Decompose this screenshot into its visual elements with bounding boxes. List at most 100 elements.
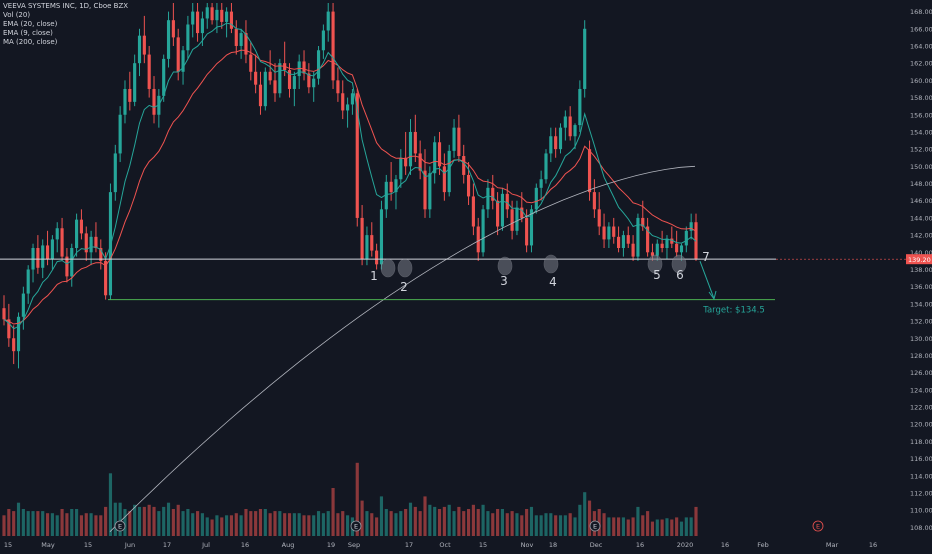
candle-body[interactable]	[215, 9, 219, 21]
candle-body[interactable]	[428, 173, 432, 210]
candle-body[interactable]	[375, 250, 379, 265]
candle-body[interactable]	[331, 11, 335, 81]
legend-ema20[interactable]: EMA (20, close)	[3, 20, 58, 28]
candle-body[interactable]	[45, 245, 50, 260]
candle-body[interactable]	[554, 136, 558, 150]
candle-body[interactable]	[278, 63, 282, 94]
candle-body[interactable]	[26, 269, 30, 294]
candle-body[interactable]	[442, 166, 446, 193]
candle-body[interactable]	[292, 76, 296, 89]
candle-body[interactable]	[162, 58, 166, 96]
candle-body[interactable]	[254, 71, 258, 85]
candle-body[interactable]	[670, 238, 674, 244]
candle-body[interactable]	[646, 226, 650, 253]
candle-body[interactable]	[113, 153, 117, 193]
candle-body[interactable]	[515, 207, 519, 231]
candle-body[interactable]	[694, 222, 698, 260]
earnings-icon[interactable]	[589, 520, 601, 532]
candle-body[interactable]	[684, 230, 688, 246]
candle-body[interactable]	[612, 226, 616, 237]
candle-body[interactable]	[370, 235, 374, 251]
candle-body[interactable]	[389, 181, 393, 193]
candle-body[interactable]	[626, 235, 630, 244]
candle-body[interactable]	[2, 308, 6, 320]
candle-body[interactable]	[631, 243, 635, 257]
candle-body[interactable]	[641, 217, 645, 227]
legend-vol[interactable]: Vol (20)	[3, 11, 31, 19]
candle-body[interactable]	[505, 193, 509, 210]
candle-body[interactable]	[423, 170, 427, 210]
candle-body[interactable]	[220, 9, 224, 22]
candle-body[interactable]	[137, 35, 142, 64]
candle-body[interactable]	[587, 149, 592, 193]
candle-body[interactable]	[234, 28, 238, 46]
candle-body[interactable]	[108, 192, 113, 296]
candle-body[interactable]	[466, 174, 471, 197]
candle-body[interactable]	[133, 63, 137, 102]
candle-body[interactable]	[529, 209, 534, 246]
candle-body[interactable]	[142, 35, 146, 55]
candle-body[interactable]	[307, 73, 311, 88]
candle-body[interactable]	[287, 70, 292, 89]
candle-body[interactable]	[496, 200, 500, 227]
candle-body[interactable]	[665, 238, 669, 249]
candle-body[interactable]	[491, 187, 495, 201]
candle-body[interactable]	[341, 93, 345, 111]
candle-body[interactable]	[607, 226, 611, 240]
candle-body[interactable]	[195, 11, 200, 34]
candle-body[interactable]	[171, 20, 175, 38]
candle-body[interactable]	[462, 156, 466, 175]
candle-body[interactable]	[471, 196, 475, 227]
candle-body[interactable]	[229, 11, 234, 29]
candle-body[interactable]	[413, 131, 417, 154]
candle-body[interactable]	[365, 235, 369, 260]
candle-body[interactable]	[418, 153, 422, 171]
candle-body[interactable]	[75, 219, 79, 249]
candle-body[interactable]	[7, 319, 11, 339]
candle-body[interactable]	[104, 260, 108, 296]
candle-body[interactable]	[263, 71, 267, 107]
candle-body[interactable]	[675, 243, 679, 253]
candle-body[interactable]	[481, 209, 485, 253]
legend-ma200[interactable]: MA (200, close)	[3, 38, 58, 46]
candle-body[interactable]	[302, 61, 306, 74]
candle-body[interactable]	[476, 226, 480, 253]
candle-body[interactable]	[16, 316, 21, 352]
candle-body[interactable]	[181, 50, 185, 72]
candle-body[interactable]	[602, 226, 606, 240]
candle-body[interactable]	[660, 243, 664, 249]
candle-body[interactable]	[312, 78, 316, 88]
candle-body[interactable]	[568, 116, 572, 137]
legend-symbol[interactable]: VEEVA SYSTEMS INC, 1D, Cboe BZX	[3, 2, 129, 10]
candle-body[interactable]	[326, 11, 330, 31]
candle-body[interactable]	[36, 248, 40, 268]
earnings-icon[interactable]	[812, 520, 824, 532]
candle-body[interactable]	[689, 222, 693, 231]
candle-body[interactable]	[404, 157, 408, 167]
candle-body[interactable]	[12, 338, 16, 352]
candle-body[interactable]	[544, 153, 548, 180]
earnings-icon[interactable]	[114, 520, 126, 532]
candle-body[interactable]	[486, 187, 490, 210]
candle-body[interactable]	[84, 233, 88, 253]
candle-body[interactable]	[394, 179, 398, 193]
candle-body[interactable]	[336, 80, 340, 94]
candle-body[interactable]	[399, 157, 403, 180]
candle-body[interactable]	[316, 50, 321, 79]
candle-body[interactable]	[655, 243, 659, 256]
candle-body[interactable]	[321, 30, 325, 51]
candle-body[interactable]	[558, 127, 563, 150]
candle-body[interactable]	[273, 80, 277, 94]
candle-body[interactable]	[41, 245, 45, 268]
candle-body[interactable]	[65, 256, 69, 277]
candle-body[interactable]	[123, 88, 127, 115]
candle-body[interactable]	[636, 217, 640, 257]
candle-body[interactable]	[597, 209, 601, 227]
candle-body[interactable]	[176, 37, 180, 72]
candle-body[interactable]	[258, 84, 263, 107]
candle-body[interactable]	[563, 116, 567, 128]
candle-body[interactable]	[55, 228, 59, 240]
candle-body[interactable]	[60, 228, 64, 257]
candle-body[interactable]	[244, 33, 248, 55]
